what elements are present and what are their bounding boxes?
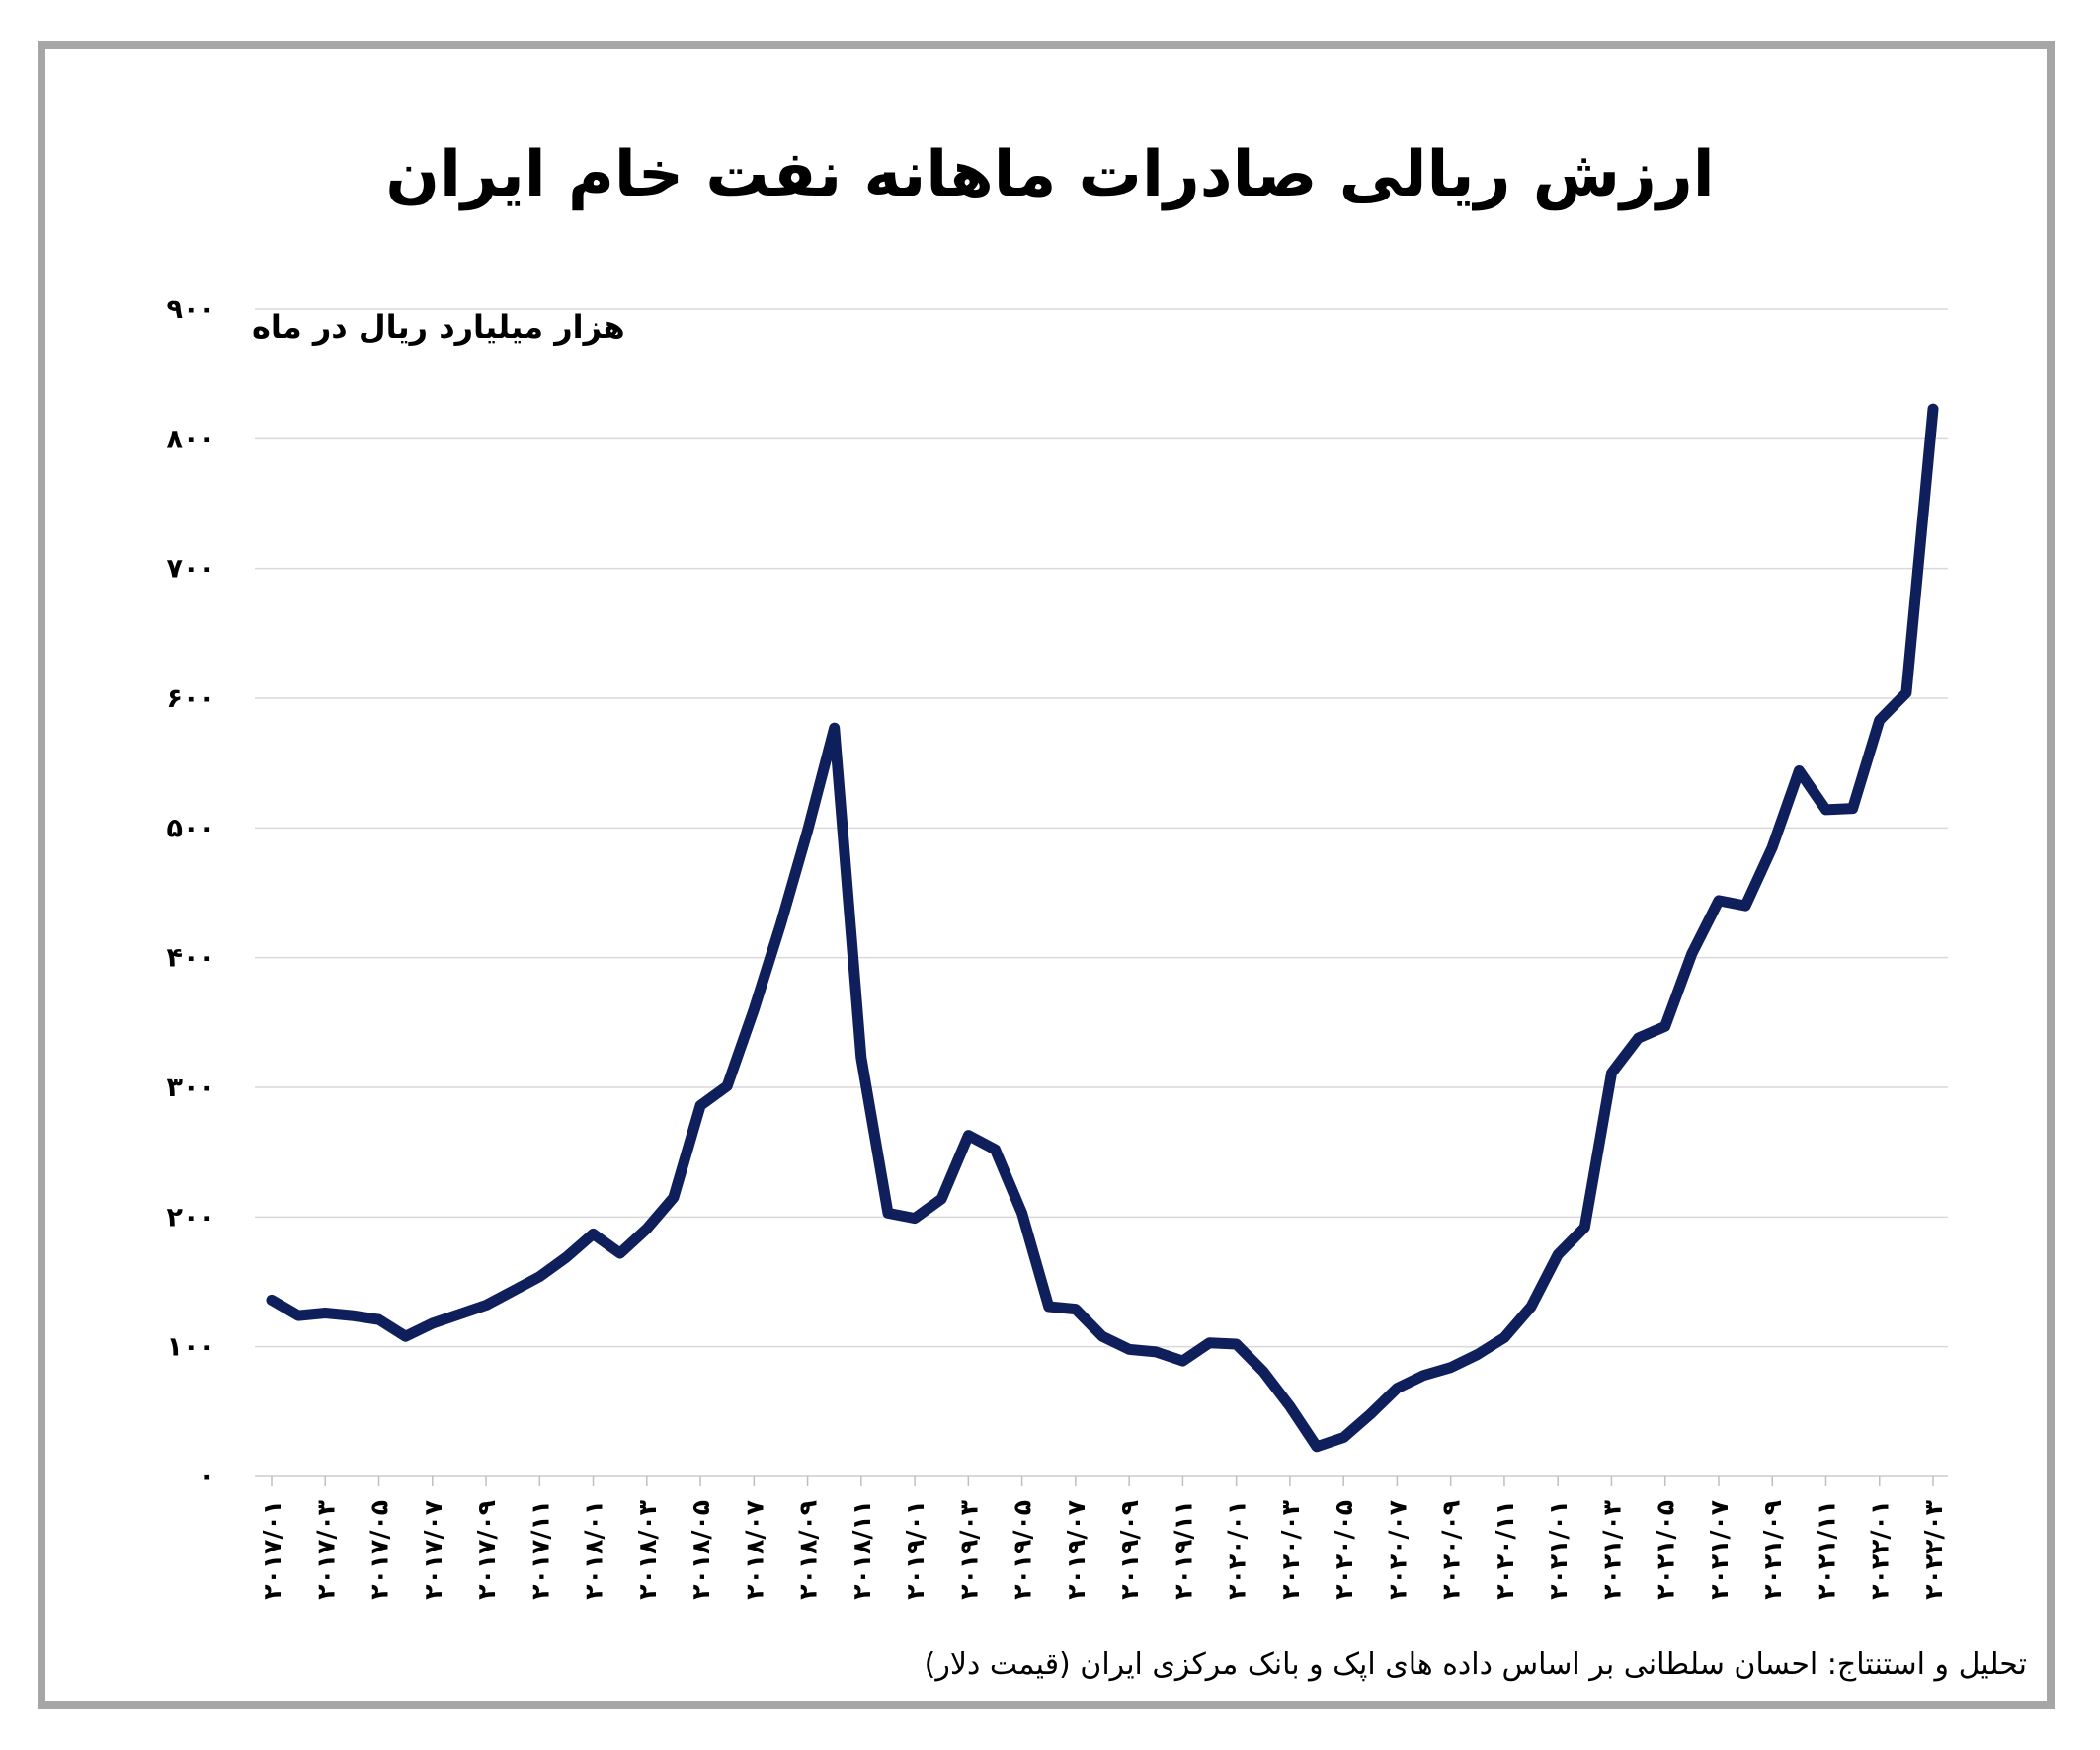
y-axis-ticks: ۰ ۱۰۰ ۲۰۰ ۳۰۰ ۴۰۰ ۵۰۰ ۶۰۰ ۷۰۰ ۸۰۰ ۹۰۰ [167, 294, 215, 1492]
x-tick-label: ۲۰۱۸/۰۵ [687, 1500, 715, 1600]
x-tick-label: ۲۰۲۱/۱۱ [1812, 1500, 1840, 1600]
y-tick-label: ۷۰۰ [167, 554, 215, 585]
x-tick-label: ۲۰۱۸/۰۷ [740, 1500, 768, 1600]
x-tick-label: ۲۰۲۱/۰۹ [1758, 1500, 1787, 1600]
x-tick-label: ۲۰۱۹/۰۷ [1062, 1500, 1090, 1600]
y-tick-label: ۲۰۰ [167, 1202, 215, 1233]
x-tick-label: ۲۰۲۰/۰۷ [1383, 1500, 1412, 1600]
y-tick-label: ۴۰۰ [167, 943, 215, 974]
x-tick-label: ۲۰۱۷/۰۱ [258, 1500, 286, 1600]
y-tick-label: ۳۰۰ [167, 1073, 215, 1103]
y-tick-label: ۸۰۰ [167, 424, 215, 454]
x-tick-label: ۲۰۱۹/۰۵ [1009, 1500, 1037, 1600]
x-tick-label: ۲۰۲۰/۱۱ [1491, 1500, 1519, 1600]
y-axis-unit-label: هزار میلیارد ریال در ماه [252, 308, 625, 346]
chart-title: ارزش ریالی صادرات ماهانه نفت خام ایران [385, 138, 1715, 211]
series-line [266, 403, 1939, 1453]
y-tick-label: ۰ [200, 1462, 215, 1492]
source-note: تحلیل و استنتاج: احسان سلطانی بر اساس دا… [924, 1647, 2027, 1682]
x-tick-label: ۲۰۱۹/۰۹ [1115, 1500, 1144, 1600]
chart-frame [38, 41, 2055, 1709]
x-tick-label: ۲۰۲۱/۰۷ [1705, 1500, 1734, 1600]
x-axis-ticks: ۲۰۱۷/۰۱ ۲۰۱۷/۰۳ ۲۰۱۷/۰۵ ۲۰۱۷/۰۷ ۲۰۱۷/۰۹ ۲۰۱۷/… [258, 1476, 1948, 1600]
x-tick-label: ۲۰۱۹/۰۱ [901, 1500, 929, 1600]
x-tick-label: ۲۰۲۲/۰۳ [1919, 1500, 1948, 1600]
y-tick-label: ۵۰۰ [167, 813, 215, 843]
x-tick-label: ۲۰۱۸/۰۱ [580, 1500, 608, 1600]
x-tick-label: ۲۰۲۰/۰۳ [1276, 1500, 1305, 1600]
x-tick-label: ۲۰۲۰/۰۹ [1437, 1500, 1466, 1600]
x-tick-label: ۲۰۱۹/۰۳ [954, 1500, 983, 1600]
x-tick-label: ۲۰۱۷/۰۵ [365, 1500, 394, 1600]
x-tick-label: ۲۰۱۷/۰۳ [311, 1500, 340, 1600]
gridlines [255, 308, 1948, 1477]
x-tick-label: ۲۰۱۸/۱۱ [848, 1500, 876, 1600]
x-tick-label: ۲۰۱۹/۱۱ [1169, 1500, 1197, 1600]
x-tick-label: ۲۰۲۱/۰۵ [1652, 1500, 1680, 1600]
x-tick-label: ۲۰۲۱/۰۱ [1544, 1500, 1573, 1600]
x-tick-label: ۲۰۲۲/۰۱ [1866, 1500, 1895, 1600]
y-tick-label: ۶۰۰ [167, 683, 215, 714]
y-tick-label: ۱۰۰ [167, 1332, 215, 1363]
x-tick-label: ۲۰۱۷/۰۷ [419, 1500, 447, 1600]
x-tick-label: ۲۰۱۷/۰۹ [472, 1500, 501, 1600]
y-tick-label: ۹۰۰ [167, 294, 215, 325]
x-tick-label: ۲۰۲۱/۰۳ [1597, 1500, 1626, 1600]
x-tick-label: ۲۰۱۸/۰۳ [633, 1500, 662, 1600]
x-tick-label: ۲۰۲۰/۰۱ [1223, 1500, 1252, 1600]
series-layer [266, 403, 1939, 1453]
x-tick-label: ۲۰۲۰/۰۵ [1330, 1500, 1358, 1600]
x-tick-label: ۲۰۱۸/۰۹ [794, 1500, 823, 1600]
x-tick-label: ۲۰۱۷/۱۱ [525, 1500, 554, 1600]
